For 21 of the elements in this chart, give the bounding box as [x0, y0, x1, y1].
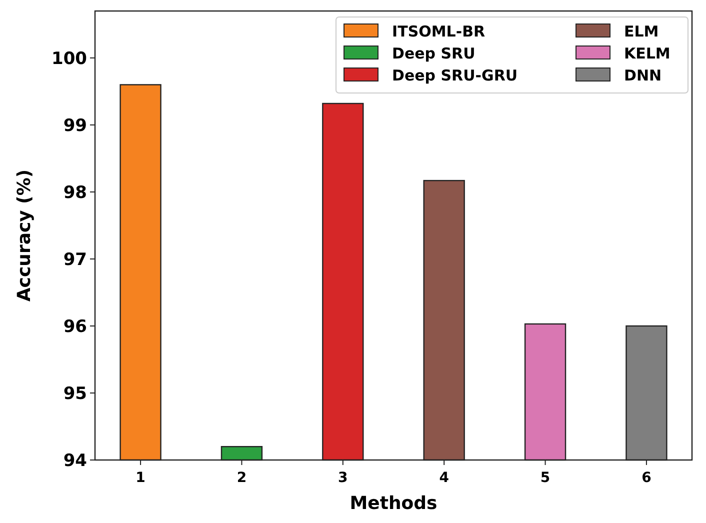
legend-label: Deep SRU — [392, 44, 476, 62]
y-tick-label: 99 — [63, 116, 87, 136]
x-tick-label: 5 — [540, 470, 550, 486]
legend-label: KELM — [624, 44, 670, 62]
y-tick-label: 97 — [63, 250, 87, 270]
y-axis-title: Accuracy (%) — [14, 169, 35, 302]
x-axis-title: Methods — [350, 493, 438, 514]
x-tick-label: 3 — [338, 470, 348, 486]
x-tick-label: 2 — [236, 470, 247, 486]
y-tick-label: 100 — [52, 48, 88, 69]
y-tick-label: 96 — [63, 316, 87, 337]
x-tick-label: 4 — [439, 470, 450, 486]
y-tick-label: 95 — [63, 384, 87, 404]
legend-label: ELM — [624, 22, 659, 40]
legend-label: Deep SRU-GRU — [392, 66, 518, 84]
legend-label: DNN — [624, 66, 662, 84]
legend-label: ITSOML-BR — [392, 22, 486, 40]
x-tick-label: 6 — [642, 470, 652, 486]
x-tick-label: 1 — [136, 470, 146, 486]
y-tick-label: 98 — [63, 182, 87, 203]
y-tick-label: 94 — [63, 450, 88, 471]
